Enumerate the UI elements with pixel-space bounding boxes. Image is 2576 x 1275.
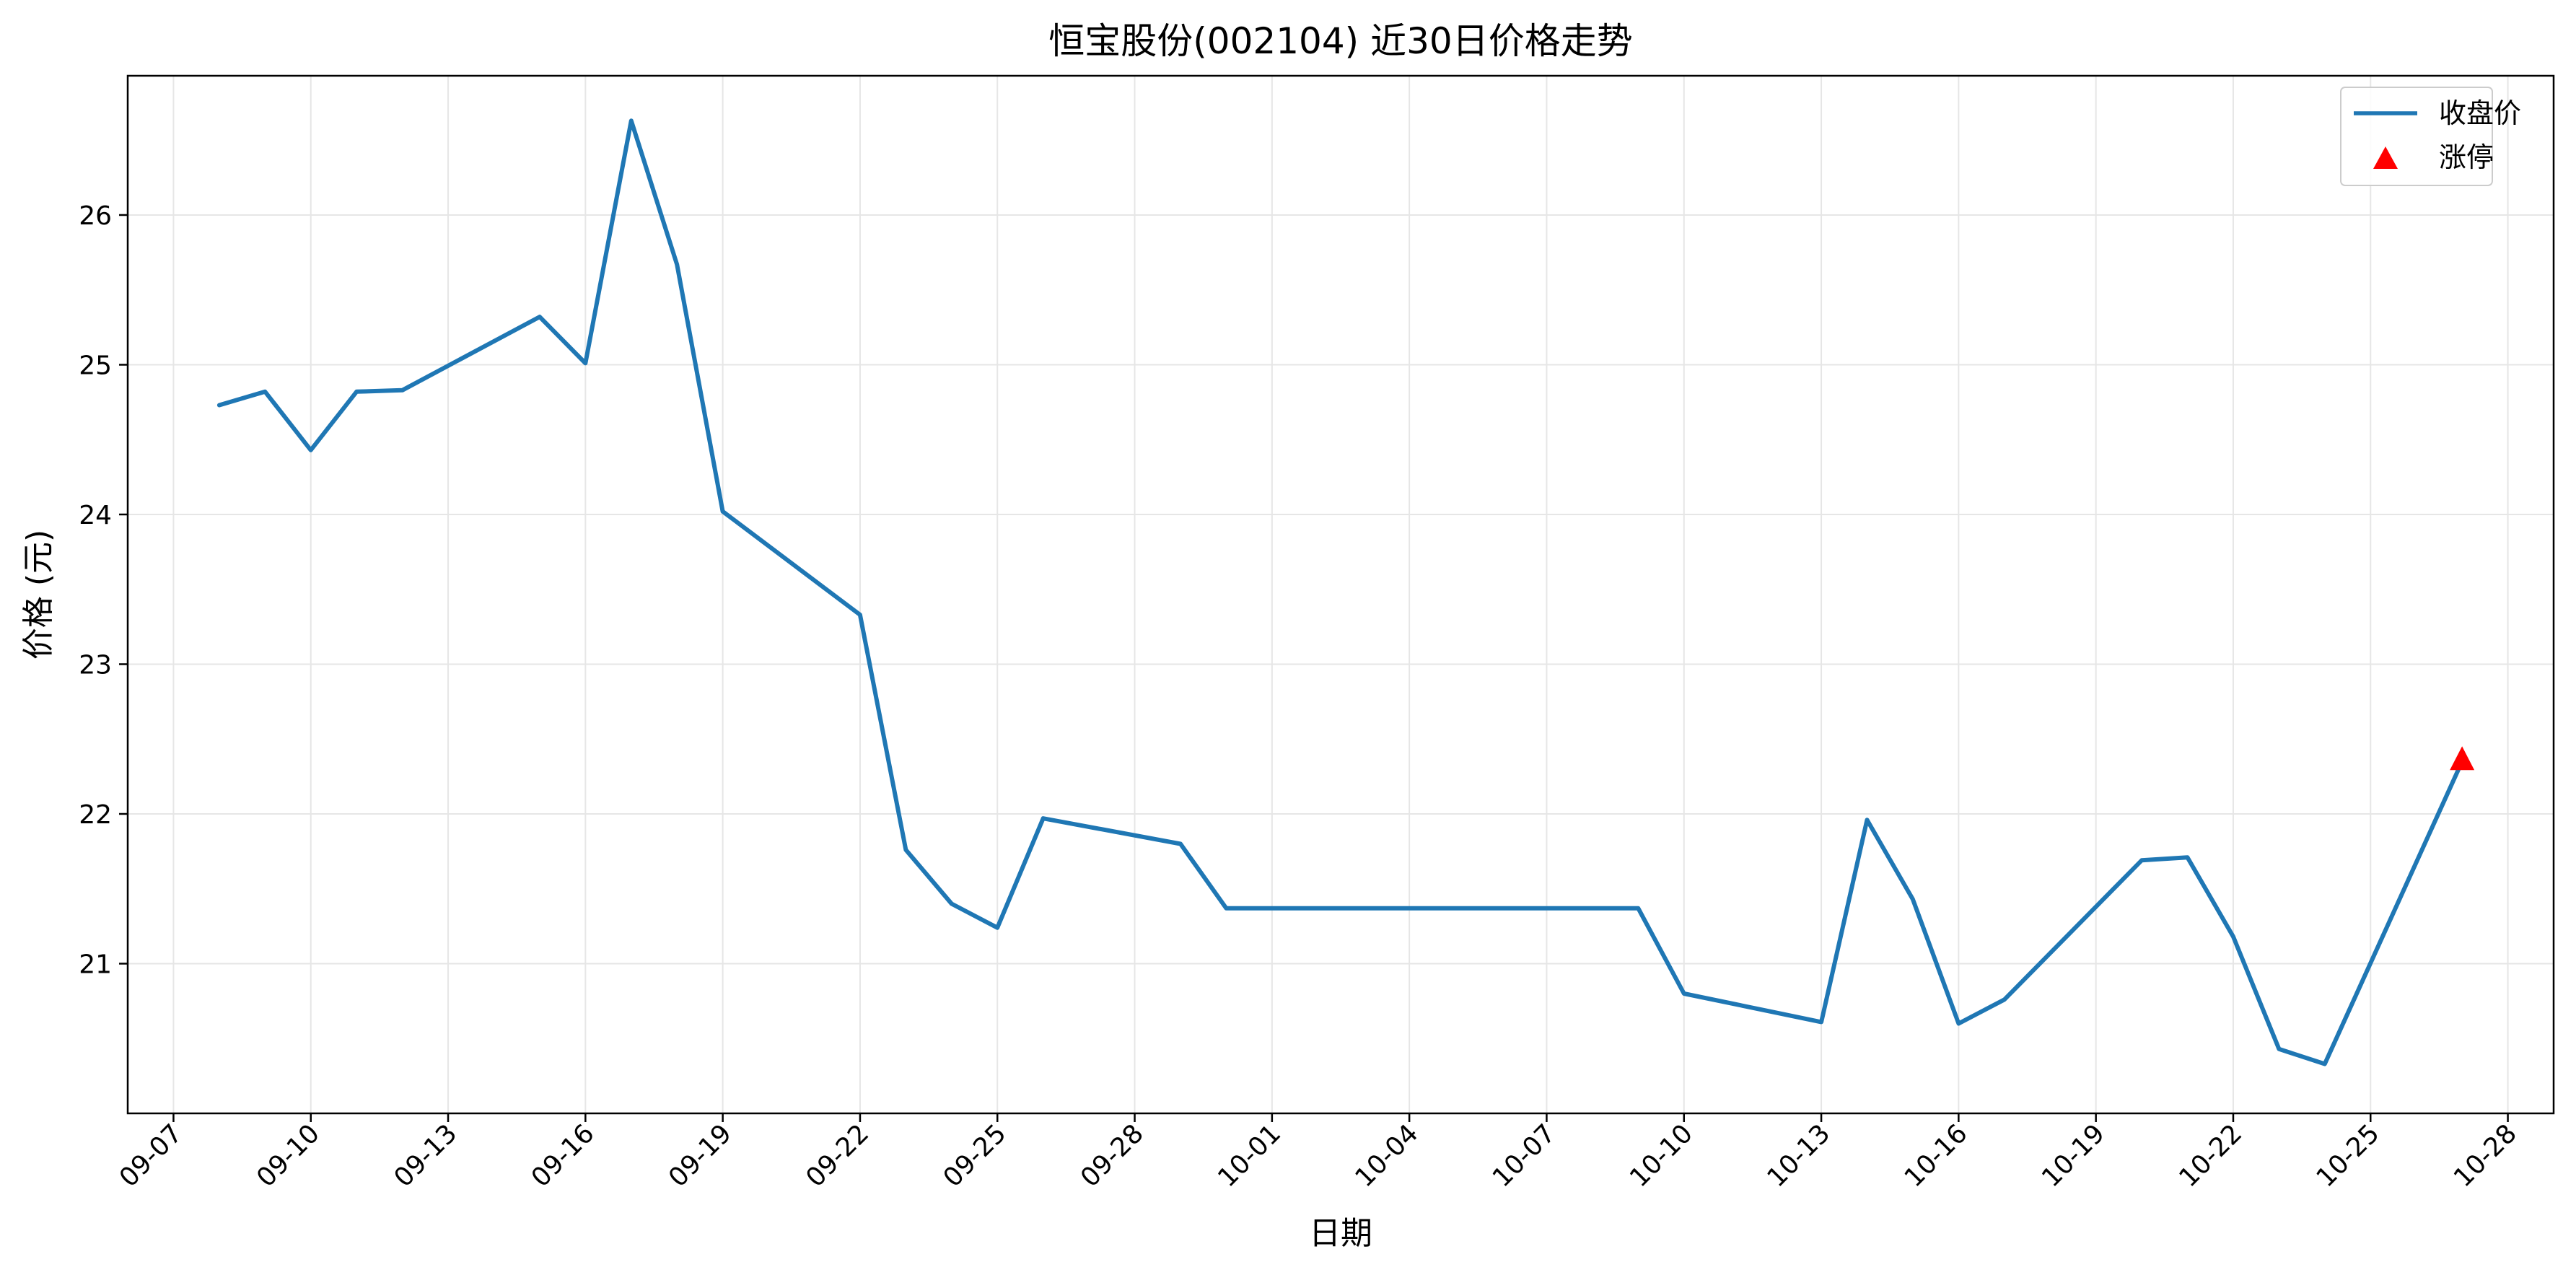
y-axis-ticks: 21 22 23 24 25 26	[79, 201, 128, 979]
x-axis-label: 日期	[1309, 1215, 1372, 1252]
series-layer	[216, 118, 2475, 1066]
y-tick-label: 24	[79, 501, 112, 530]
y-tick-label: 21	[79, 950, 112, 979]
legend-label-limit-up: 涨停	[2439, 141, 2494, 173]
close-price-line	[216, 118, 2465, 1066]
legend: 收盘价 涨停	[2340, 87, 2521, 186]
y-tick-label: 25	[79, 351, 112, 380]
grid-lines	[128, 76, 2554, 1113]
y-axis-label: 价格 (元)	[20, 530, 57, 660]
legend-limit-up-swatch	[2373, 146, 2398, 169]
legend-label-close: 收盘价	[2439, 97, 2521, 129]
chart-title: 恒宝股份(002104) 近30日价格走势	[1048, 20, 1632, 62]
y-tick-label: 26	[79, 201, 112, 231]
y-tick-label: 23	[79, 650, 112, 680]
y-tick-label: 22	[79, 800, 112, 830]
limit-up-marker	[2450, 746, 2475, 771]
plot-frame	[126, 74, 2555, 1115]
